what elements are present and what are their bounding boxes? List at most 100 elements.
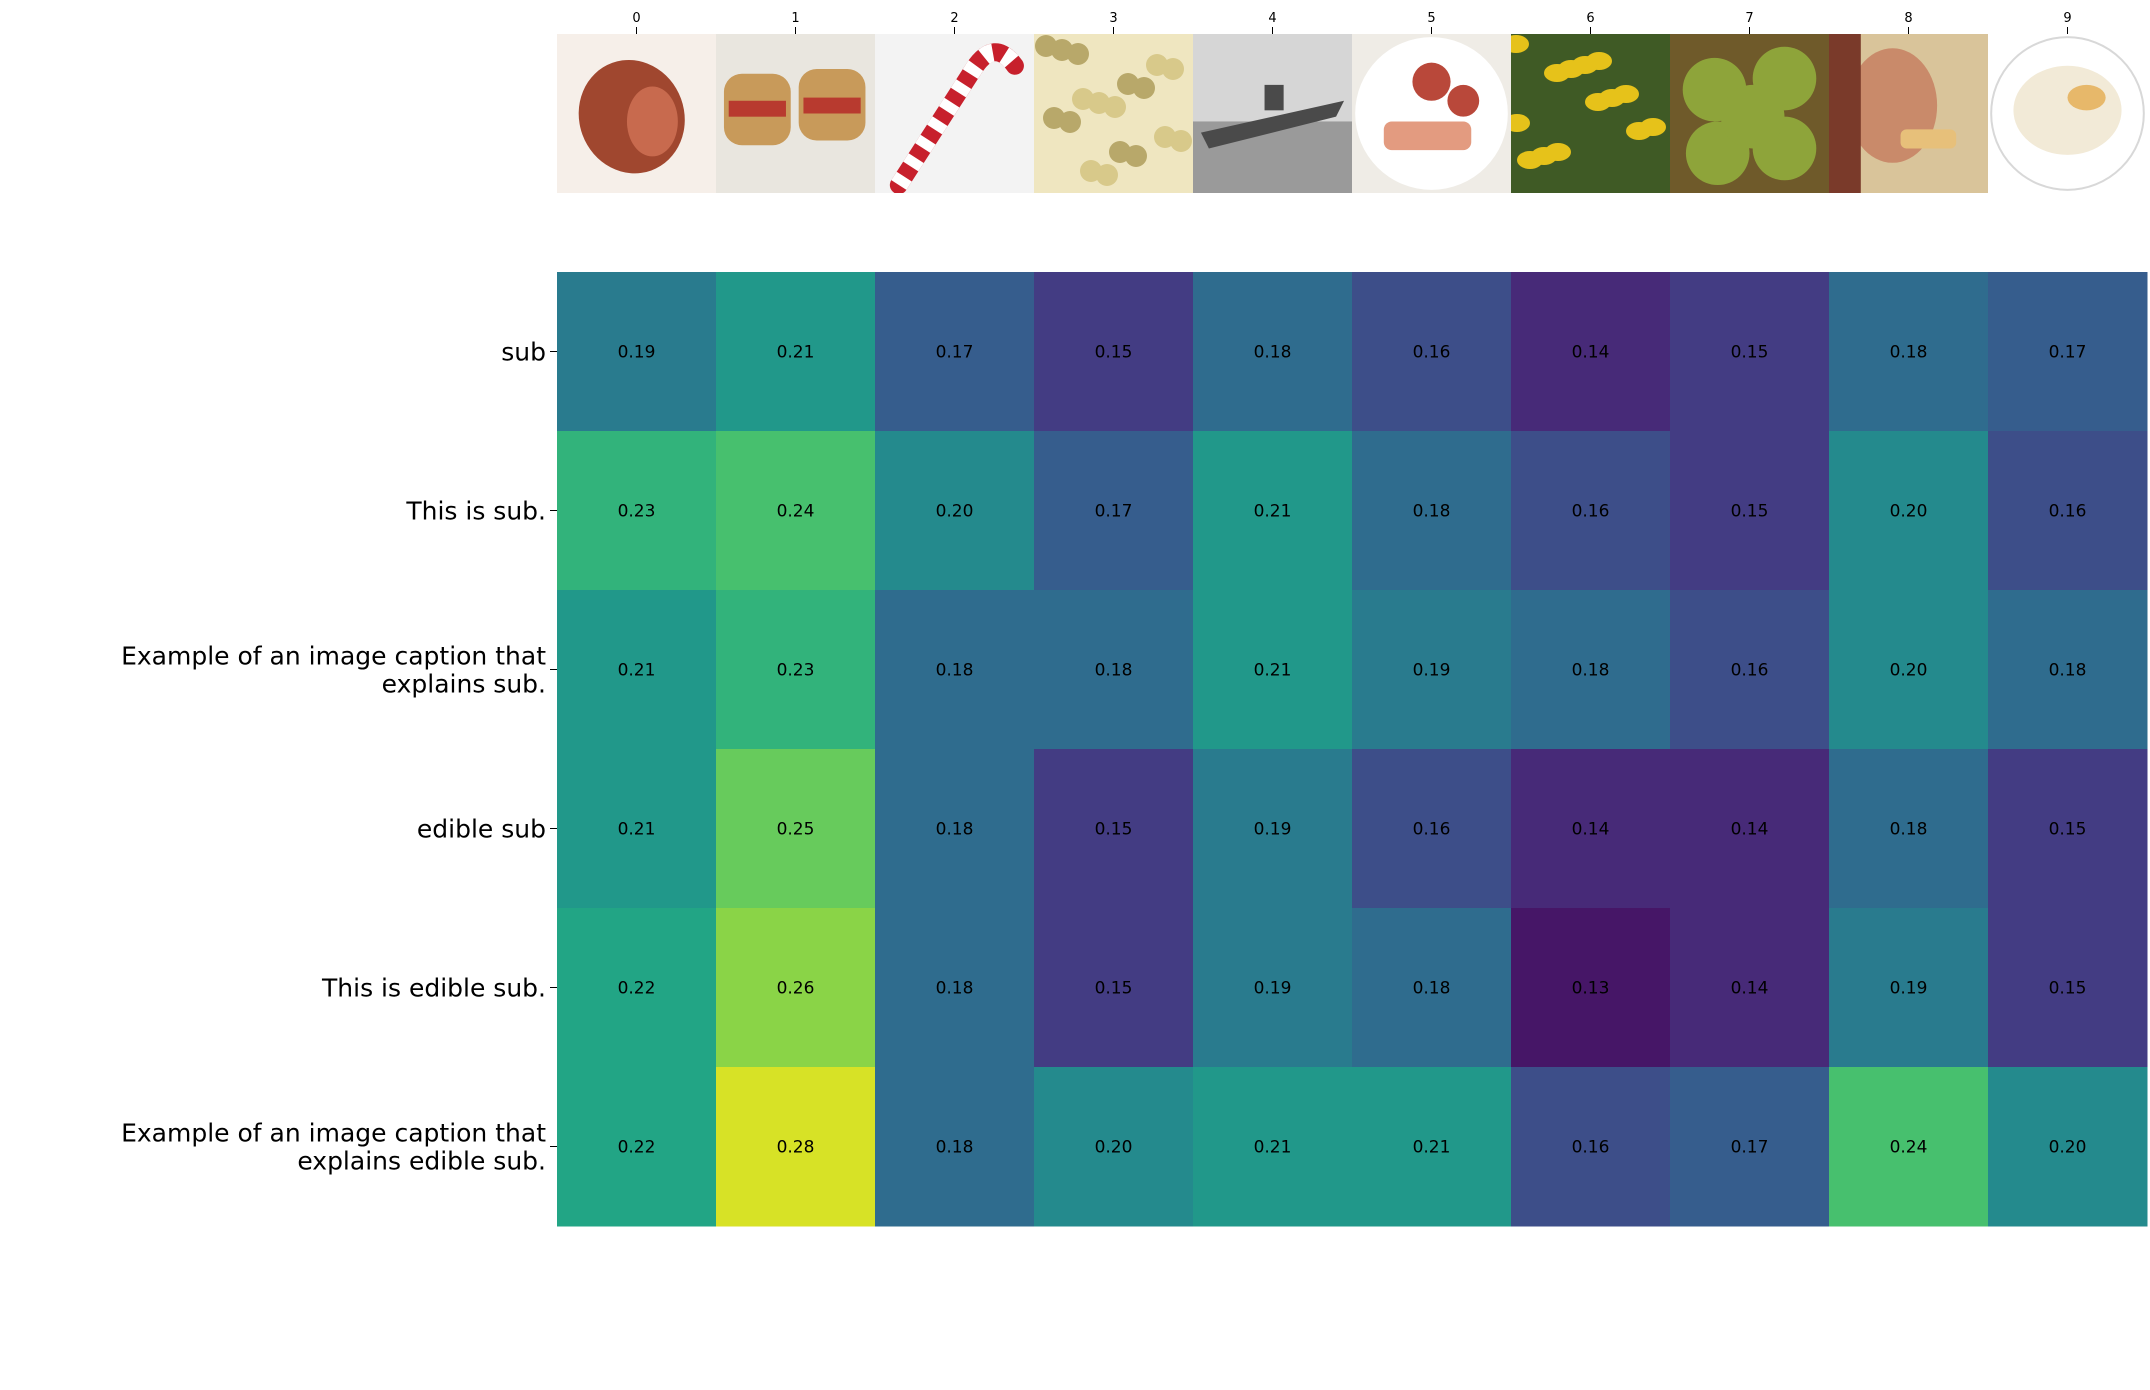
heatmap-cell [1352, 749, 1512, 909]
cell-value-label: 0.14 [1572, 820, 1610, 840]
heatmap-cell [1034, 1067, 1194, 1227]
heatmap-cell [1670, 431, 1830, 591]
cell-value-label: 0.18 [936, 820, 974, 840]
cell-value-label: 0.16 [1731, 661, 1769, 681]
heatmap-cell [1829, 1067, 1989, 1227]
heatmap-cell [1511, 272, 1671, 432]
heatmap-cell [1829, 590, 1989, 750]
cell-value-label: 0.23 [618, 502, 656, 522]
heatmap-cell [716, 431, 876, 591]
heatmap-cell [1193, 272, 1353, 432]
cell-value-label: 0.14 [1731, 979, 1769, 999]
cell-value-label: 0.16 [1413, 820, 1451, 840]
cell-value-label: 0.18 [1254, 343, 1292, 363]
heatmap-cell [1193, 431, 1353, 591]
cell-value-label: 0.21 [618, 661, 656, 681]
cell-value-label: 0.20 [1890, 502, 1928, 522]
cell-value-label: 0.25 [777, 820, 815, 840]
x-tick-label: 1 [791, 11, 799, 26]
yellow-flowers-thumbnail [1511, 34, 1670, 193]
heatmap-cell [557, 431, 717, 591]
heatmap-cell [557, 272, 717, 432]
heatmap-cell [557, 749, 717, 909]
heatmap-cell [716, 272, 876, 432]
heatmap-cell [1670, 590, 1830, 750]
heatmap-cell [1511, 908, 1671, 1068]
heatmap-cell [1193, 1067, 1353, 1227]
heatmap-cell [1034, 431, 1194, 591]
y-tick-label: edible sub [417, 815, 546, 844]
heatmap-cell [875, 749, 1035, 909]
heatmap-cell [1829, 908, 1989, 1068]
cell-value-label: 0.21 [1254, 661, 1292, 681]
heatmap-cell [716, 590, 876, 750]
cell-value-label: 0.18 [936, 661, 974, 681]
x-tick-label: 8 [1904, 11, 1912, 26]
cell-value-label: 0.21 [1413, 1138, 1451, 1158]
heatmap-labels: 0 1 2 3 4 5 6 7 8 9 0.19 0.21 0.17 0.15 0.18 0.16 0.14 0.… [121, 11, 2086, 1176]
person-eating-thumbnail [1829, 34, 1988, 193]
heatmap-cell [1352, 1067, 1512, 1227]
heatmap-cell [1193, 590, 1353, 750]
cell-value-label: 0.20 [2049, 1138, 2087, 1158]
heatmap-cell [1511, 431, 1671, 591]
cell-value-label: 0.22 [618, 1138, 656, 1158]
heatmap-cell [1352, 272, 1512, 432]
heatmap-cell [716, 908, 876, 1068]
heatmap-cell [1511, 749, 1671, 909]
cell-value-label: 0.23 [777, 661, 815, 681]
cell-value-label: 0.15 [1731, 343, 1769, 363]
cell-value-label: 0.21 [1254, 1138, 1292, 1158]
cell-value-label: 0.16 [1572, 1138, 1610, 1158]
y-tick-label: Example of an image caption that explains… [121, 642, 546, 699]
heatmap-cell [1034, 590, 1194, 750]
heatmap-cell [875, 272, 1035, 432]
cell-value-label: 0.15 [1731, 502, 1769, 522]
apples-basket-thumbnail [1670, 34, 1829, 193]
heatmap-cell [557, 908, 717, 1068]
cell-value-label: 0.14 [1731, 820, 1769, 840]
cell-value-label: 0.13 [1572, 979, 1610, 999]
cell-value-label: 0.18 [936, 1138, 974, 1158]
cell-value-label: 0.19 [1254, 820, 1292, 840]
heatmap-cell [1034, 272, 1194, 432]
heatmap-cell [716, 1067, 876, 1227]
cell-value-label: 0.15 [1095, 979, 1133, 999]
cell-value-label: 0.18 [1572, 661, 1610, 681]
sauerkraut-plate-thumbnail [1988, 34, 2147, 193]
cell-value-label: 0.21 [618, 820, 656, 840]
x-tick-label: 9 [2063, 11, 2071, 26]
cell-value-label: 0.15 [2049, 979, 2087, 999]
heatmap-cell [1988, 908, 2148, 1068]
image-strip [557, 34, 2147, 193]
cell-value-label: 0.18 [2049, 661, 2087, 681]
x-tick-label: 3 [1109, 11, 1117, 26]
cell-value-label: 0.18 [1890, 343, 1928, 363]
x-tick-label: 4 [1268, 11, 1276, 26]
cell-value-label: 0.14 [1572, 343, 1610, 363]
x-tick-label: 5 [1427, 11, 1435, 26]
y-tick-label: This is sub. [405, 497, 546, 526]
cell-value-label: 0.17 [1095, 502, 1133, 522]
heatmap-cell [716, 749, 876, 909]
y-tick-label: sub [501, 338, 546, 367]
cell-value-label: 0.19 [1254, 979, 1292, 999]
heatmap-cell [875, 590, 1035, 750]
sub-sandwich-thumbnail [716, 34, 875, 193]
y-tick-label: This is edible sub. [321, 974, 546, 1003]
heatmap-cell [1511, 1067, 1671, 1227]
x-tick-label: 2 [950, 11, 958, 26]
cell-value-label: 0.16 [2049, 502, 2087, 522]
heatmap-cell [1352, 431, 1512, 591]
heatmap-cell [1511, 590, 1671, 750]
cell-value-label: 0.21 [777, 343, 815, 363]
cell-value-label: 0.16 [1572, 502, 1610, 522]
cell-value-label: 0.15 [2049, 820, 2087, 840]
cell-value-label: 0.26 [777, 979, 815, 999]
heatmap-cell [1829, 749, 1989, 909]
heatmap-cell [1670, 908, 1830, 1068]
heatmap-cell [1670, 749, 1830, 909]
pasta-thumbnail [1034, 34, 1193, 193]
cell-value-label: 0.19 [1413, 661, 1451, 681]
heatmap-cells [557, 272, 2148, 1227]
